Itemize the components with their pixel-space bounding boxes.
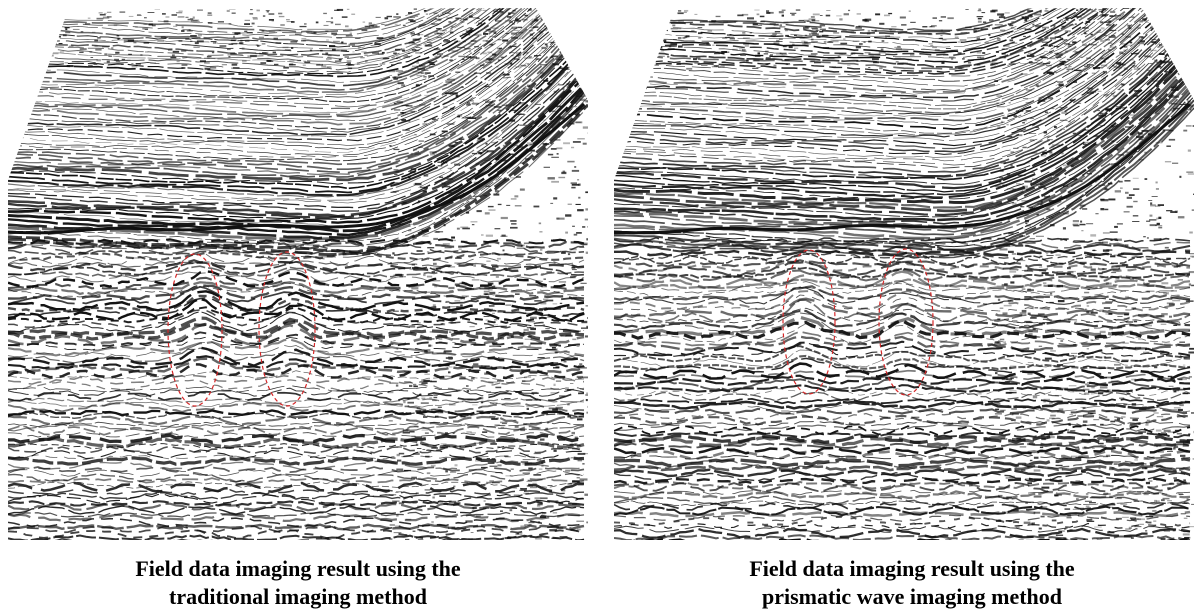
seismic-panel-prismatic bbox=[614, 0, 1194, 545]
caption-prismatic-line1: Field data imaging result using the bbox=[749, 556, 1075, 581]
seismic-reflectors bbox=[8, 8, 588, 540]
caption-prismatic-line2: prismatic wave imaging method bbox=[761, 584, 1063, 609]
annotation-ellipse-2 bbox=[258, 251, 316, 407]
caption-traditional-line1: Field data imaging result using the bbox=[135, 556, 461, 581]
caption-traditional: Field data imaging result using the trad… bbox=[18, 555, 578, 611]
caption-prismatic: Field data imaging result using the pris… bbox=[632, 555, 1192, 611]
annotation-ellipse-1 bbox=[782, 249, 836, 395]
seismic-image-traditional bbox=[8, 8, 588, 540]
annotation-ellipse-1 bbox=[167, 253, 223, 407]
seismic-reflectors bbox=[614, 8, 1194, 540]
annotation-ellipse-2 bbox=[878, 248, 934, 396]
seismic-image-prismatic bbox=[614, 8, 1194, 540]
caption-traditional-line2: traditional imaging method bbox=[169, 584, 427, 609]
seismic-panel-traditional bbox=[8, 0, 588, 545]
